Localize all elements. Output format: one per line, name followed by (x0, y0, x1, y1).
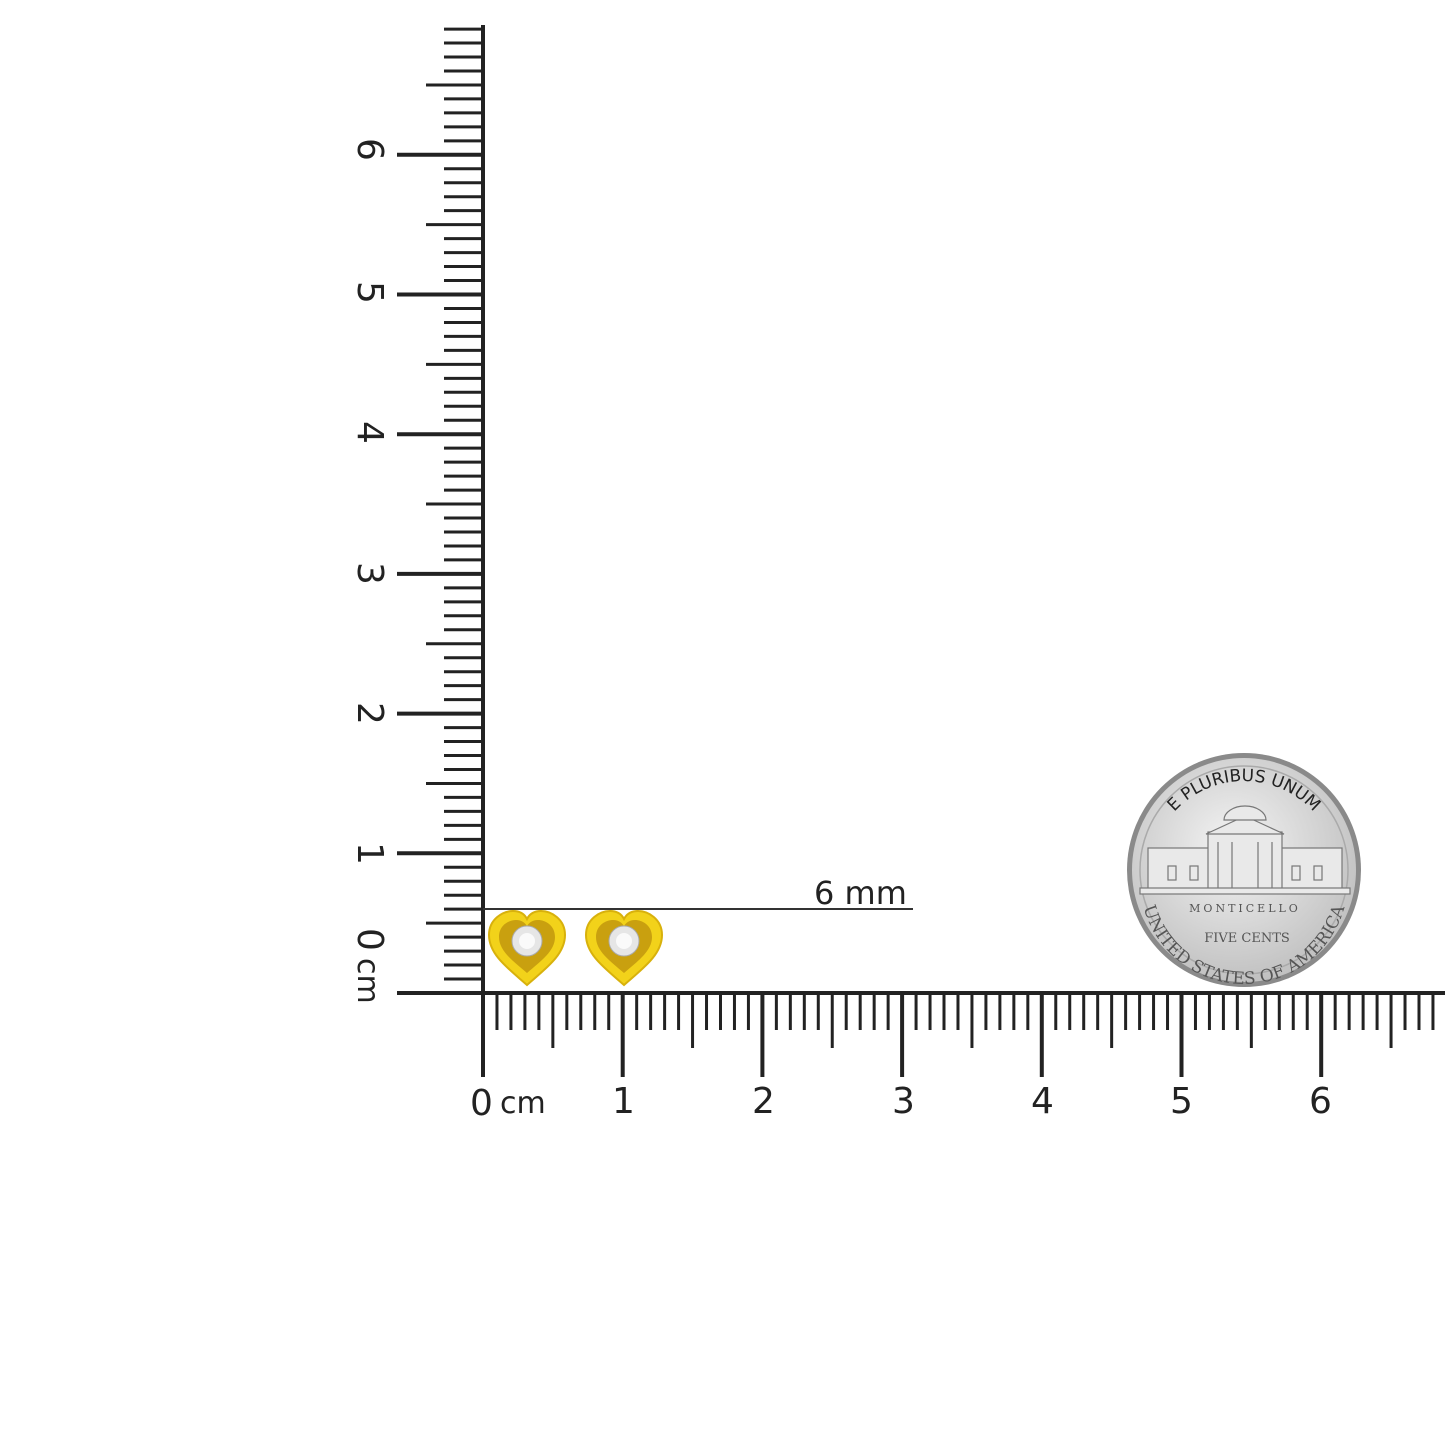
v-label-6: 6 (349, 138, 390, 161)
h-unit-label: cm (500, 1086, 546, 1121)
measurement-label: 6 mm (814, 874, 907, 912)
nickel-coin: E PLURIBUS UNUM MONTICELLO FIVE CENTS UN… (1127, 753, 1361, 989)
h-label-3: 3 (892, 1081, 915, 1122)
h-label-5: 5 (1170, 1081, 1193, 1122)
v-unit-label: cm (350, 958, 385, 1004)
earring-right (584, 909, 664, 987)
h-label-6: 6 (1309, 1081, 1332, 1122)
vertical-ruler (397, 25, 485, 995)
coin-building-text: MONTICELLO (1189, 902, 1301, 915)
monticello-building-icon (1139, 805, 1351, 895)
v-label-1: 1 (349, 842, 390, 865)
v-label-4: 4 (349, 421, 390, 444)
vertical-ruler-labels: 0 cm 1 2 3 4 5 6 (349, 138, 390, 1004)
v-label-3: 3 (349, 562, 390, 585)
coin-value-text: FIVE CENTS (1204, 931, 1290, 946)
horizontal-ruler-labels: 0 cm 1 2 3 4 5 6 (470, 1081, 1332, 1124)
h-label-0: 0 (470, 1083, 493, 1124)
diamond-icon (616, 933, 632, 949)
v-label-0: 0 (349, 928, 390, 951)
h-label-1: 1 (612, 1081, 635, 1122)
h-label-2: 2 (752, 1081, 775, 1122)
diamond-icon (519, 933, 535, 949)
earring-left (487, 909, 567, 987)
v-label-2: 2 (349, 702, 390, 725)
h-label-4: 4 (1031, 1081, 1054, 1122)
horizontal-ruler (481, 991, 1445, 1077)
v-label-5: 5 (349, 281, 390, 304)
